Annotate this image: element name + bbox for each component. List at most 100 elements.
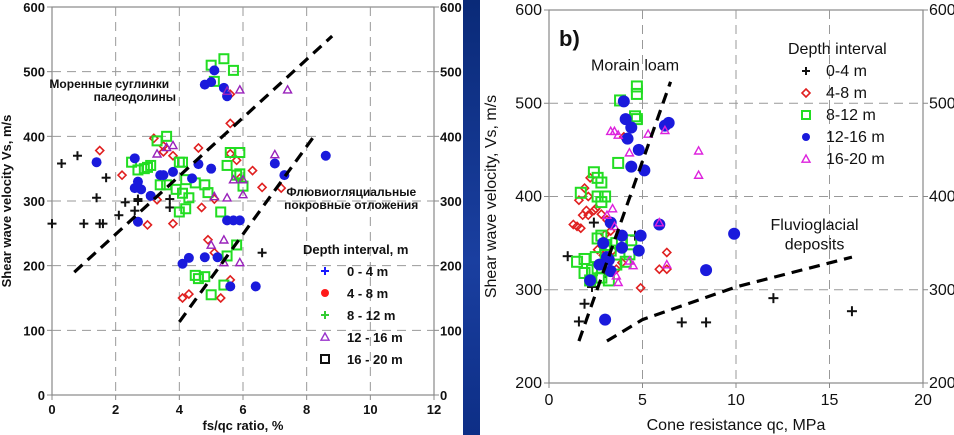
legend-label: 8 - 12 m: [347, 308, 395, 323]
data-point: [205, 289, 217, 301]
data-point: [599, 313, 612, 326]
series-8-12-m: [126, 53, 249, 301]
legend-label: 16 - 20 m: [347, 352, 403, 367]
data-point: [234, 256, 246, 267]
legend-marker: [319, 331, 331, 341]
data-point: [136, 184, 147, 195]
legend-label: 0-4 m: [826, 63, 867, 80]
data-point: [98, 219, 108, 229]
data-point: [613, 276, 624, 287]
data-point: [611, 270, 622, 280]
data-point: [158, 170, 169, 181]
legend-marker: [801, 110, 811, 120]
data-point: [250, 281, 261, 292]
y-tick-label: 0: [38, 388, 45, 403]
data-point: [609, 220, 620, 231]
data-point: [221, 85, 233, 95]
data-point: [234, 215, 245, 226]
fluvio-trend-line: [606, 255, 853, 343]
y-tick-label-right: 400: [440, 129, 462, 144]
y-tick-label-right: 200: [929, 375, 954, 392]
series-16-20-m: [601, 124, 704, 287]
data-point: [167, 139, 179, 150]
data-point: [676, 317, 687, 328]
data-point: [635, 282, 646, 294]
data-point: [613, 129, 624, 139]
data-point: [221, 159, 233, 171]
y-tick-label-right: 600: [929, 2, 954, 19]
y-tick-label-right: 500: [929, 95, 954, 112]
data-point: [173, 206, 185, 218]
y-tick-label-right: 0: [440, 388, 447, 403]
data-point: [225, 281, 236, 292]
data-point: [662, 116, 675, 129]
data-point: [92, 193, 102, 203]
data-point: [91, 157, 102, 168]
data-point: [630, 113, 643, 126]
data-point: [177, 258, 188, 269]
data-point: [584, 274, 597, 287]
legend-label: 0 - 4 m: [347, 264, 388, 279]
panel-label: b): [559, 26, 580, 51]
legend-label: 12 - 16 m: [347, 330, 403, 345]
data-point: [142, 219, 153, 231]
y-tick-label: 500: [23, 65, 45, 80]
legend-marker: [800, 87, 812, 99]
data-point: [632, 244, 645, 257]
x-tick-label: 8: [303, 402, 310, 417]
data-point: [604, 216, 617, 229]
x-tick-label: 2: [112, 402, 119, 417]
legend-title: Depth interval: [788, 41, 887, 58]
y-axis-label: Shear wave velocity Vs, m/s: [0, 115, 14, 288]
data-point: [654, 217, 665, 227]
data-point: [595, 271, 608, 284]
data-point: [701, 317, 712, 328]
data-point: [129, 153, 140, 164]
y-tick-label-right: 200: [440, 259, 462, 274]
data-point: [624, 255, 635, 265]
left-chart-panel: 0 2 4 6 8 10 12 0 0 100 100 200 200 300 300 400 400 500 50…: [0, 0, 463, 435]
data-point: [575, 223, 586, 234]
data-point: [165, 202, 175, 212]
data-point: [212, 252, 223, 263]
legend-marker: [321, 311, 329, 319]
data-point: [167, 218, 179, 229]
data-point: [154, 179, 166, 191]
y-tick-label: 500: [515, 95, 542, 112]
annotation-label: Morain loam: [591, 58, 679, 75]
data-point: [221, 250, 233, 262]
legend-marker: [800, 153, 812, 163]
annotation-label: Fluvioglacial: [771, 217, 859, 234]
data-point: [269, 148, 281, 159]
data-point: [161, 130, 173, 142]
data-point: [617, 95, 630, 108]
data-point: [256, 182, 268, 193]
data-point: [72, 151, 82, 161]
legend-label: 12-16 m: [826, 129, 885, 146]
data-point: [151, 148, 163, 158]
data-point: [199, 252, 210, 263]
right-chart-panel: 0 5 10 15 20 200 200 300 300 400 400 500 500 600 600 Co…: [480, 0, 954, 435]
data-point: [57, 158, 67, 168]
data-point: [192, 273, 204, 285]
data-point: [728, 227, 741, 240]
data-point: [596, 209, 607, 220]
y-tick-label-right: 600: [440, 0, 462, 15]
legend-marker: [321, 289, 329, 297]
data-point: [237, 189, 249, 199]
data-point: [234, 84, 246, 94]
data-point: [187, 173, 198, 184]
data-point: [177, 156, 189, 168]
data-point: [79, 219, 89, 229]
data-point: [227, 64, 239, 76]
legend-label: 16-20 m: [826, 151, 885, 168]
data-point: [234, 168, 246, 180]
y-tick-label: 400: [23, 129, 45, 144]
data-point: [116, 170, 128, 181]
annotation-label: палеодолины: [94, 90, 176, 104]
data-point: [215, 292, 226, 304]
data-point: [183, 252, 194, 263]
x-tick-label: 4: [176, 402, 184, 417]
